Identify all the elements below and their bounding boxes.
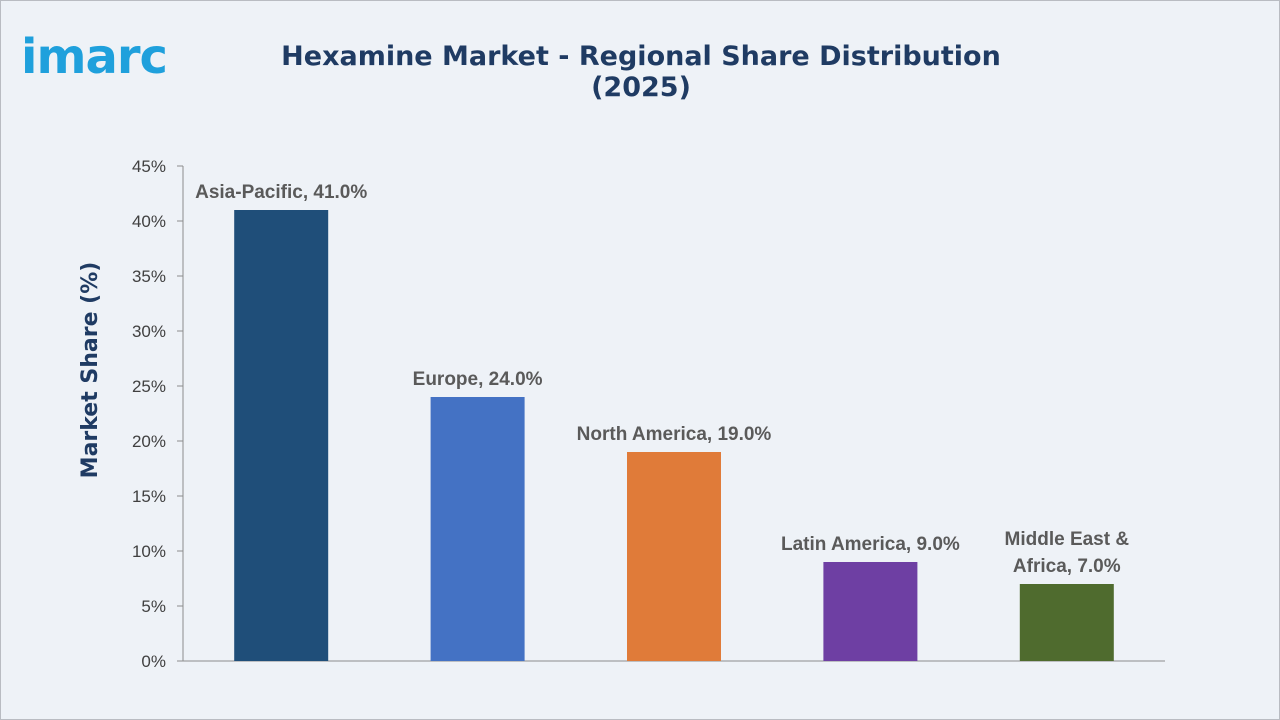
chart-bars [234,210,1114,661]
bar [234,210,329,661]
y-axis-label: Market Share (%) [78,262,103,479]
y-tick-label: 5% [141,597,166,616]
y-tick-label: 0% [141,652,166,671]
y-tick-label: 40% [132,212,166,231]
imarc-logo: imarc [21,31,206,83]
bar-data-label: Latin America, 9.0% [781,534,960,555]
bar-data-label: Africa, 7.0% [1013,556,1121,577]
bar-data-label: Europe, 24.0% [413,369,543,390]
y-tick-label: 45% [132,157,166,176]
y-tick-label: 25% [132,377,166,396]
y-tick-label: 35% [132,267,166,286]
y-tick-label: 30% [132,322,166,341]
bar [1019,584,1114,661]
bar [430,397,525,661]
y-tick-label: 20% [132,432,166,451]
bar [627,452,721,661]
bar-data-label: North America, 19.0% [577,424,772,445]
bar-data-label: Middle East & [1005,529,1130,550]
y-tick-label: 10% [132,542,166,561]
chart-title: Hexamine Market - Regional Share Distrib… [281,41,1001,103]
y-tick-label: 15% [132,487,166,506]
bar [823,562,918,661]
chart-data-labels: Asia-Pacific, 41.0% Europe, 24.0% North Am… [195,182,1129,577]
bar-data-label: Asia-Pacific, 41.0% [195,182,367,203]
chart-axes: 0% 5% 10% 15% 20% 25% 30% 35% 40% 45% [132,157,1165,671]
logo-wordmark: imarc [21,29,168,85]
